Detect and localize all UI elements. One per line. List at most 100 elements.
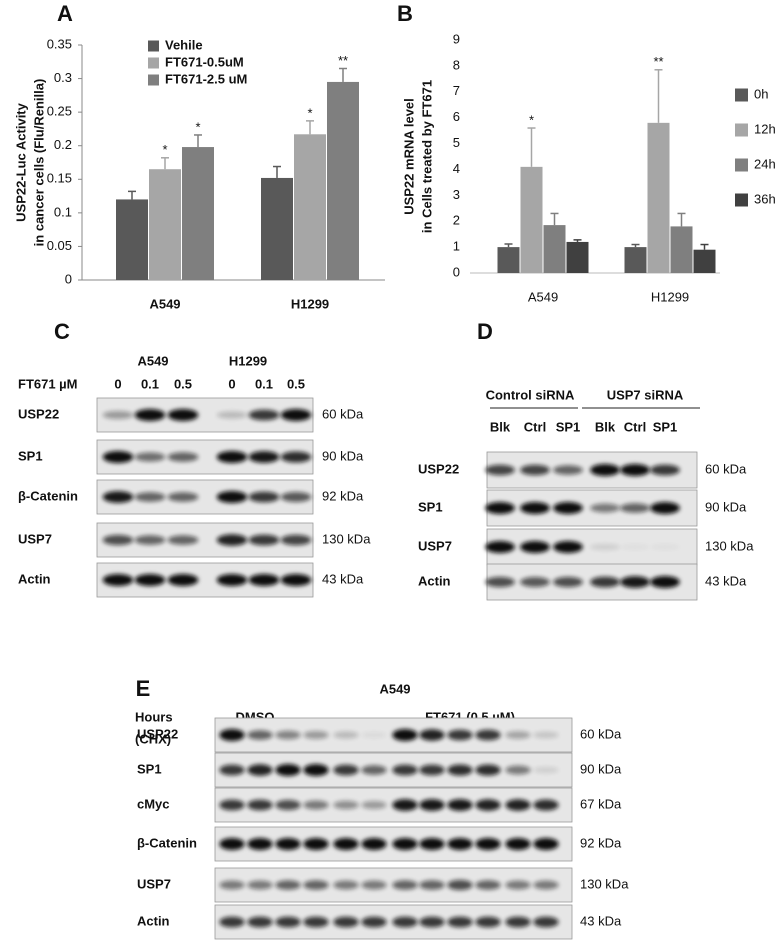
band: [620, 464, 650, 476]
y-tick-label: 0.2: [54, 137, 72, 152]
legend-label: 24h: [754, 156, 776, 171]
band: [247, 764, 273, 776]
band: [392, 880, 418, 890]
band: [419, 916, 445, 928]
band: [361, 731, 387, 739]
lane-label: 0.5: [174, 376, 192, 391]
legend-swatch: [148, 57, 159, 69]
lane-label: 0.1: [141, 376, 159, 391]
band: [520, 464, 550, 476]
band: [485, 502, 515, 514]
y-tick-label: 0.05: [47, 238, 72, 253]
band: [247, 730, 273, 740]
band: [303, 764, 329, 776]
x-tick-label: H1299: [291, 296, 329, 311]
legend-swatch: [735, 123, 748, 137]
band: [505, 880, 531, 890]
significance: **: [338, 53, 348, 68]
error-bar: [700, 243, 709, 250]
band: [475, 764, 501, 776]
significance: **: [653, 54, 663, 69]
size-label: 130 kDa: [322, 531, 371, 546]
size-label: 60 kDa: [705, 461, 747, 476]
lane-label: 0: [114, 376, 121, 391]
band: [333, 800, 359, 810]
bar: [566, 241, 589, 273]
band: [650, 544, 680, 550]
y-tick-label: 1: [453, 239, 460, 254]
band: [248, 409, 280, 421]
panel-label: E: [136, 676, 151, 701]
band: [275, 880, 301, 890]
band: [419, 799, 445, 811]
band: [533, 766, 559, 774]
lane-label: Blk: [490, 419, 511, 434]
band: [419, 764, 445, 776]
band: [333, 880, 359, 890]
panel-label: B: [397, 1, 413, 26]
band: [553, 541, 583, 553]
band: [485, 464, 515, 476]
bar: [647, 122, 670, 273]
group-label: H1299: [229, 353, 267, 368]
protein-label: USP22: [18, 406, 59, 421]
blot-title: A549: [379, 681, 410, 696]
band: [650, 576, 680, 588]
band: [520, 502, 550, 514]
error-bar: [504, 243, 513, 248]
bar: [520, 166, 543, 273]
band: [361, 838, 387, 850]
band: [247, 880, 273, 890]
band: [485, 576, 515, 588]
band: [303, 880, 329, 890]
protein-label: USP7: [137, 876, 171, 891]
treatment-label: Hours: [135, 709, 173, 724]
band: [216, 574, 248, 586]
lane-label: Ctrl: [624, 419, 646, 434]
band: [303, 730, 329, 740]
bar: [497, 247, 520, 273]
significance: *: [162, 142, 167, 157]
band: [303, 800, 329, 810]
band: [553, 576, 583, 588]
size-label: 92 kDa: [322, 488, 364, 503]
lane-label: 0: [228, 376, 235, 391]
band: [219, 880, 245, 890]
y-tick-label: 4: [453, 161, 460, 176]
band: [303, 838, 329, 850]
size-label: 60 kDa: [322, 406, 364, 421]
y-axis-label: USP22-Luc Activity: [13, 102, 28, 221]
size-label: 67 kDa: [580, 796, 622, 811]
legend-swatch: [735, 88, 748, 102]
band: [590, 576, 620, 588]
legend-label: 36h: [754, 191, 776, 206]
bar: [543, 225, 566, 273]
band: [333, 764, 359, 776]
band: [533, 799, 559, 811]
band: [533, 880, 559, 890]
band: [533, 916, 559, 928]
legend-swatch: [148, 74, 159, 86]
band: [280, 534, 312, 546]
band: [475, 799, 501, 811]
band: [102, 410, 134, 420]
size-label: 43 kDa: [580, 913, 622, 928]
group-label: USP7 siRNA: [607, 387, 684, 402]
protein-label: USP22: [137, 726, 178, 741]
band: [505, 916, 531, 928]
band: [505, 838, 531, 850]
band: [134, 409, 166, 421]
band: [333, 916, 359, 928]
lane-label: 0.5: [287, 376, 305, 391]
panel-label: C: [54, 319, 70, 344]
band: [447, 799, 473, 811]
error-bar: [339, 67, 347, 82]
band: [219, 764, 245, 776]
band: [650, 464, 680, 476]
bar: [182, 147, 214, 280]
band: [361, 800, 387, 810]
legend-label: FT671-0.5uM: [165, 54, 244, 69]
y-axis-label: in Cells treated by FT671: [419, 80, 434, 233]
band: [475, 880, 501, 890]
band: [280, 492, 312, 502]
